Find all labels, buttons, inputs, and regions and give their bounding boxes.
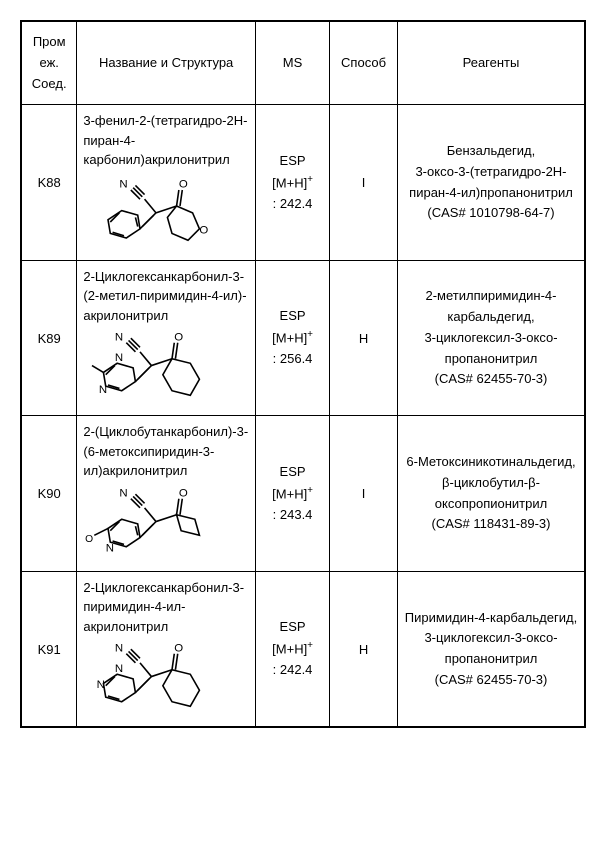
method: I [330,105,398,261]
header-reagents: Реагенты [397,21,585,105]
compound-name-struct: 2-Циклогексанкарбонил-3-(2-метил-пиримид… [77,260,256,416]
compound-name: 2-Циклогексанкарбонил-3-(2-метил-пиримид… [83,267,251,326]
compound-name-struct: 2-Циклогексанкарбонил-3-пиримидин-4-ил-а… [77,571,256,727]
reagent-text: Бензальдегид,3-оксо-3-(тетрагидро-2H-пир… [402,141,580,224]
compound-name: 2-Циклогексанкарбонил-3-пиримидин-4-ил-а… [83,578,251,637]
table-header-row: Промеж.Соед. Название и Структура MS Спо… [21,21,585,105]
ms-ion: [M+H] [272,486,307,501]
compound-id: K89 [21,260,77,416]
ms-ion: [M+H] [272,175,307,190]
ms-value: ESP[M+H]+: 242.4 [255,105,329,261]
ms-prefix: ESP [280,619,306,634]
header-method: Способ [330,21,398,105]
reagents: Пиримидин-4-карбальдегид,3-циклогексил-3… [397,571,585,727]
header-ms: MS [255,21,329,105]
ms-number: : 242.4 [273,662,313,677]
table-row: K912-Циклогексанкарбонил-3-пиримидин-4-и… [21,571,585,727]
reagent-text: 6-Метоксиникотинальдегид,β-циклобутил-β-… [402,452,580,535]
structure-icon [83,329,213,409]
ms-value: ESP[M+H]+: 243.4 [255,416,329,572]
reagents: Бензальдегид,3-оксо-3-(тетрагидро-2H-пир… [397,105,585,261]
compound-id: K91 [21,571,77,727]
ms-ion: [M+H] [272,330,307,345]
reagent-text: Пиримидин-4-карбальдегид,3-циклогексил-3… [402,608,580,691]
table-row: K892-Циклогексанкарбонил-3-(2-метил-пири… [21,260,585,416]
header-id: Промеж.Соед. [21,21,77,105]
ms-prefix: ESP [280,464,306,479]
ms-prefix: ESP [280,153,306,168]
reagent-text: 2-метилпиримидин-4-карбальдегид,3-циклог… [402,286,580,390]
ms-number: : 242.4 [273,196,313,211]
reagents: 6-Метоксиникотинальдегид,β-циклобутил-β-… [397,416,585,572]
structure-icon [83,640,213,720]
ms-value: ESP[M+H]+: 242.4 [255,571,329,727]
ms-ion: [M+H] [272,641,307,656]
header-name-struct: Название и Структура [77,21,256,105]
table-row: K902-(Циклобутанкарбонил)-3-(6-метоксипи… [21,416,585,572]
compound-id: K88 [21,105,77,261]
ms-value: ESP[M+H]+: 256.4 [255,260,329,416]
compound-name: 2-(Циклобутанкарбонил)-3-(6-метоксипирид… [83,422,251,481]
compound-id: K90 [21,416,77,572]
ms-number: : 243.4 [273,507,313,522]
table-row: K883-фенил-2-(тетрагидро-2H-пиран-4-карб… [21,105,585,261]
ms-number: : 256.4 [273,351,313,366]
compound-name: 3-фенил-2-(тетрагидро-2H-пиран-4-карбони… [83,111,251,170]
structure-icon [83,174,213,254]
compound-name-struct: 2-(Циклобутанкарбонил)-3-(6-метоксипирид… [77,416,256,572]
compound-table: Промеж.Соед. Название и Структура MS Спо… [20,20,586,728]
reagents: 2-метилпиримидин-4-карбальдегид,3-циклог… [397,260,585,416]
method: I [330,416,398,572]
structure-icon [83,485,213,565]
method: H [330,260,398,416]
ms-prefix: ESP [280,308,306,323]
compound-name-struct: 3-фенил-2-(тетрагидро-2H-пиран-4-карбони… [77,105,256,261]
method: H [330,571,398,727]
